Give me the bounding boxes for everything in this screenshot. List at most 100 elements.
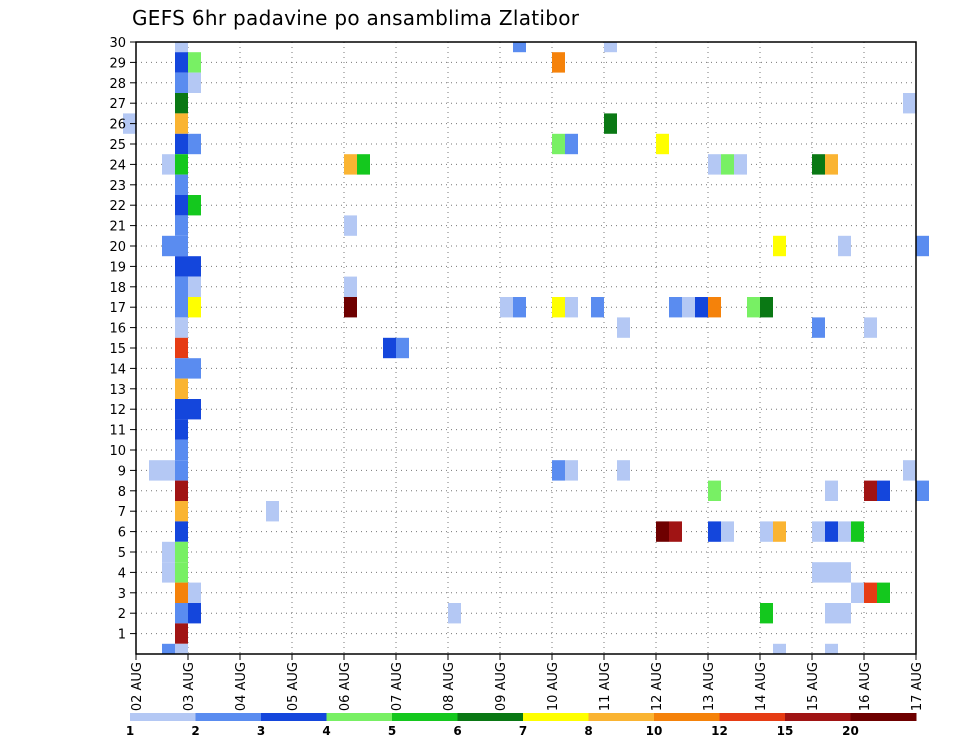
precip-cell [175,643,188,654]
y-tick-label: 14 [109,362,126,377]
y-tick-label: 3 [118,587,126,602]
precip-cell [175,317,188,338]
y-tick-label: 7 [118,505,126,520]
precip-cell [604,113,617,134]
y-tick-label: 21 [109,220,126,235]
precip-cell [721,154,734,175]
precip-cell [669,521,682,542]
precip-cell [513,42,526,53]
colorbar-label: 2 [191,724,199,738]
precip-cell [552,133,565,155]
precip-cell [773,235,786,257]
colorbar-swatch [523,713,589,721]
colorbar-label: 3 [257,724,265,738]
precip-cell [175,460,188,481]
precip-cell [812,317,825,338]
precip-cell [708,480,721,501]
precip-cell [708,521,721,542]
precip-cell [448,603,461,624]
precip-cell [851,521,864,542]
precip-cell [916,235,929,257]
precip-cell [838,235,851,257]
y-axis: 1234567891011121314151617181920212223242… [109,36,136,643]
precip-cell [175,501,188,522]
precip-cell [669,297,682,318]
precip-cell [617,317,630,338]
y-tick-label: 11 [109,424,126,439]
precip-cell [175,419,188,440]
precip-cell [123,113,136,134]
precip-cell [760,297,773,318]
colorbar-swatch [392,713,458,721]
x-tick-label: 09 AUG [494,662,509,711]
precip-cell [175,215,188,236]
precip-cell [175,541,188,563]
chart-title: GEFS 6hr padavine po ansamblima Zlatibor [132,6,580,30]
colorbar-label: 5 [388,724,396,738]
precip-cell [344,215,357,236]
precip-cell [175,297,188,318]
x-axis: 02 AUG 03 AUG 04 AUG 05 AUG 06 AUG 07 AUG 08 A… [130,654,925,711]
colorbar-swatch [261,713,327,721]
precip-cell [188,52,201,73]
precip-cell [838,521,851,542]
precip-cell [162,460,175,481]
y-tick-label: 22 [109,199,126,214]
precip-cell [565,133,578,155]
precip-cell [357,154,370,175]
colorbar-label: 7 [519,724,527,738]
precip-cell [175,480,188,501]
precip-cell [695,297,708,318]
grid-lines [136,42,916,654]
precip-cell [682,297,695,318]
y-tick-label: 6 [118,526,126,541]
precip-cell [188,256,201,277]
y-tick-label: 15 [109,342,126,357]
precip-cell [188,582,201,603]
precip-cell [188,399,201,420]
colorbar-swatch [654,713,720,721]
precip-cell [175,582,188,603]
precip-cell [188,358,201,379]
colorbar-swatch [195,713,262,721]
precip-cell [175,133,188,155]
precip-cell [552,297,565,318]
x-tick-label: 03 AUG [182,662,197,711]
y-tick-label: 25 [109,138,126,153]
y-tick-label: 1 [118,628,126,643]
x-tick-label: 17 AUG [910,662,925,711]
colorbar-label: 20 [842,724,859,738]
y-tick-label: 30 [109,36,126,51]
precip-cell [656,521,669,542]
precip-cell [175,562,188,583]
colorbar-label: 1 [126,724,134,738]
precip-cell [903,460,916,481]
precip-cell [175,235,188,257]
y-tick-label: 28 [109,77,126,92]
precip-cell [812,154,825,175]
x-tick-label: 08 AUG [442,662,457,711]
precip-cell [162,235,175,257]
x-tick-label: 06 AUG [338,662,353,711]
y-tick-label: 23 [109,179,126,194]
precip-cell [175,378,188,399]
precip-cell [656,133,669,155]
precip-cell [552,460,565,481]
precip-cell [825,562,838,583]
precip-cell [175,113,188,134]
precip-cell [773,521,786,542]
precip-cell [864,480,877,501]
precip-cell [344,276,357,297]
precip-cell [396,337,409,359]
x-tick-label: 13 AUG [702,662,717,711]
colorbar-swatch [457,713,524,721]
precip-cell [500,297,513,318]
precip-cell [162,154,175,175]
y-tick-label: 12 [109,403,126,418]
y-tick-label: 17 [109,301,126,316]
x-tick-label: 07 AUG [390,662,405,711]
precip-cell [734,154,747,175]
precip-cell [877,582,890,603]
precip-cell [149,460,162,481]
